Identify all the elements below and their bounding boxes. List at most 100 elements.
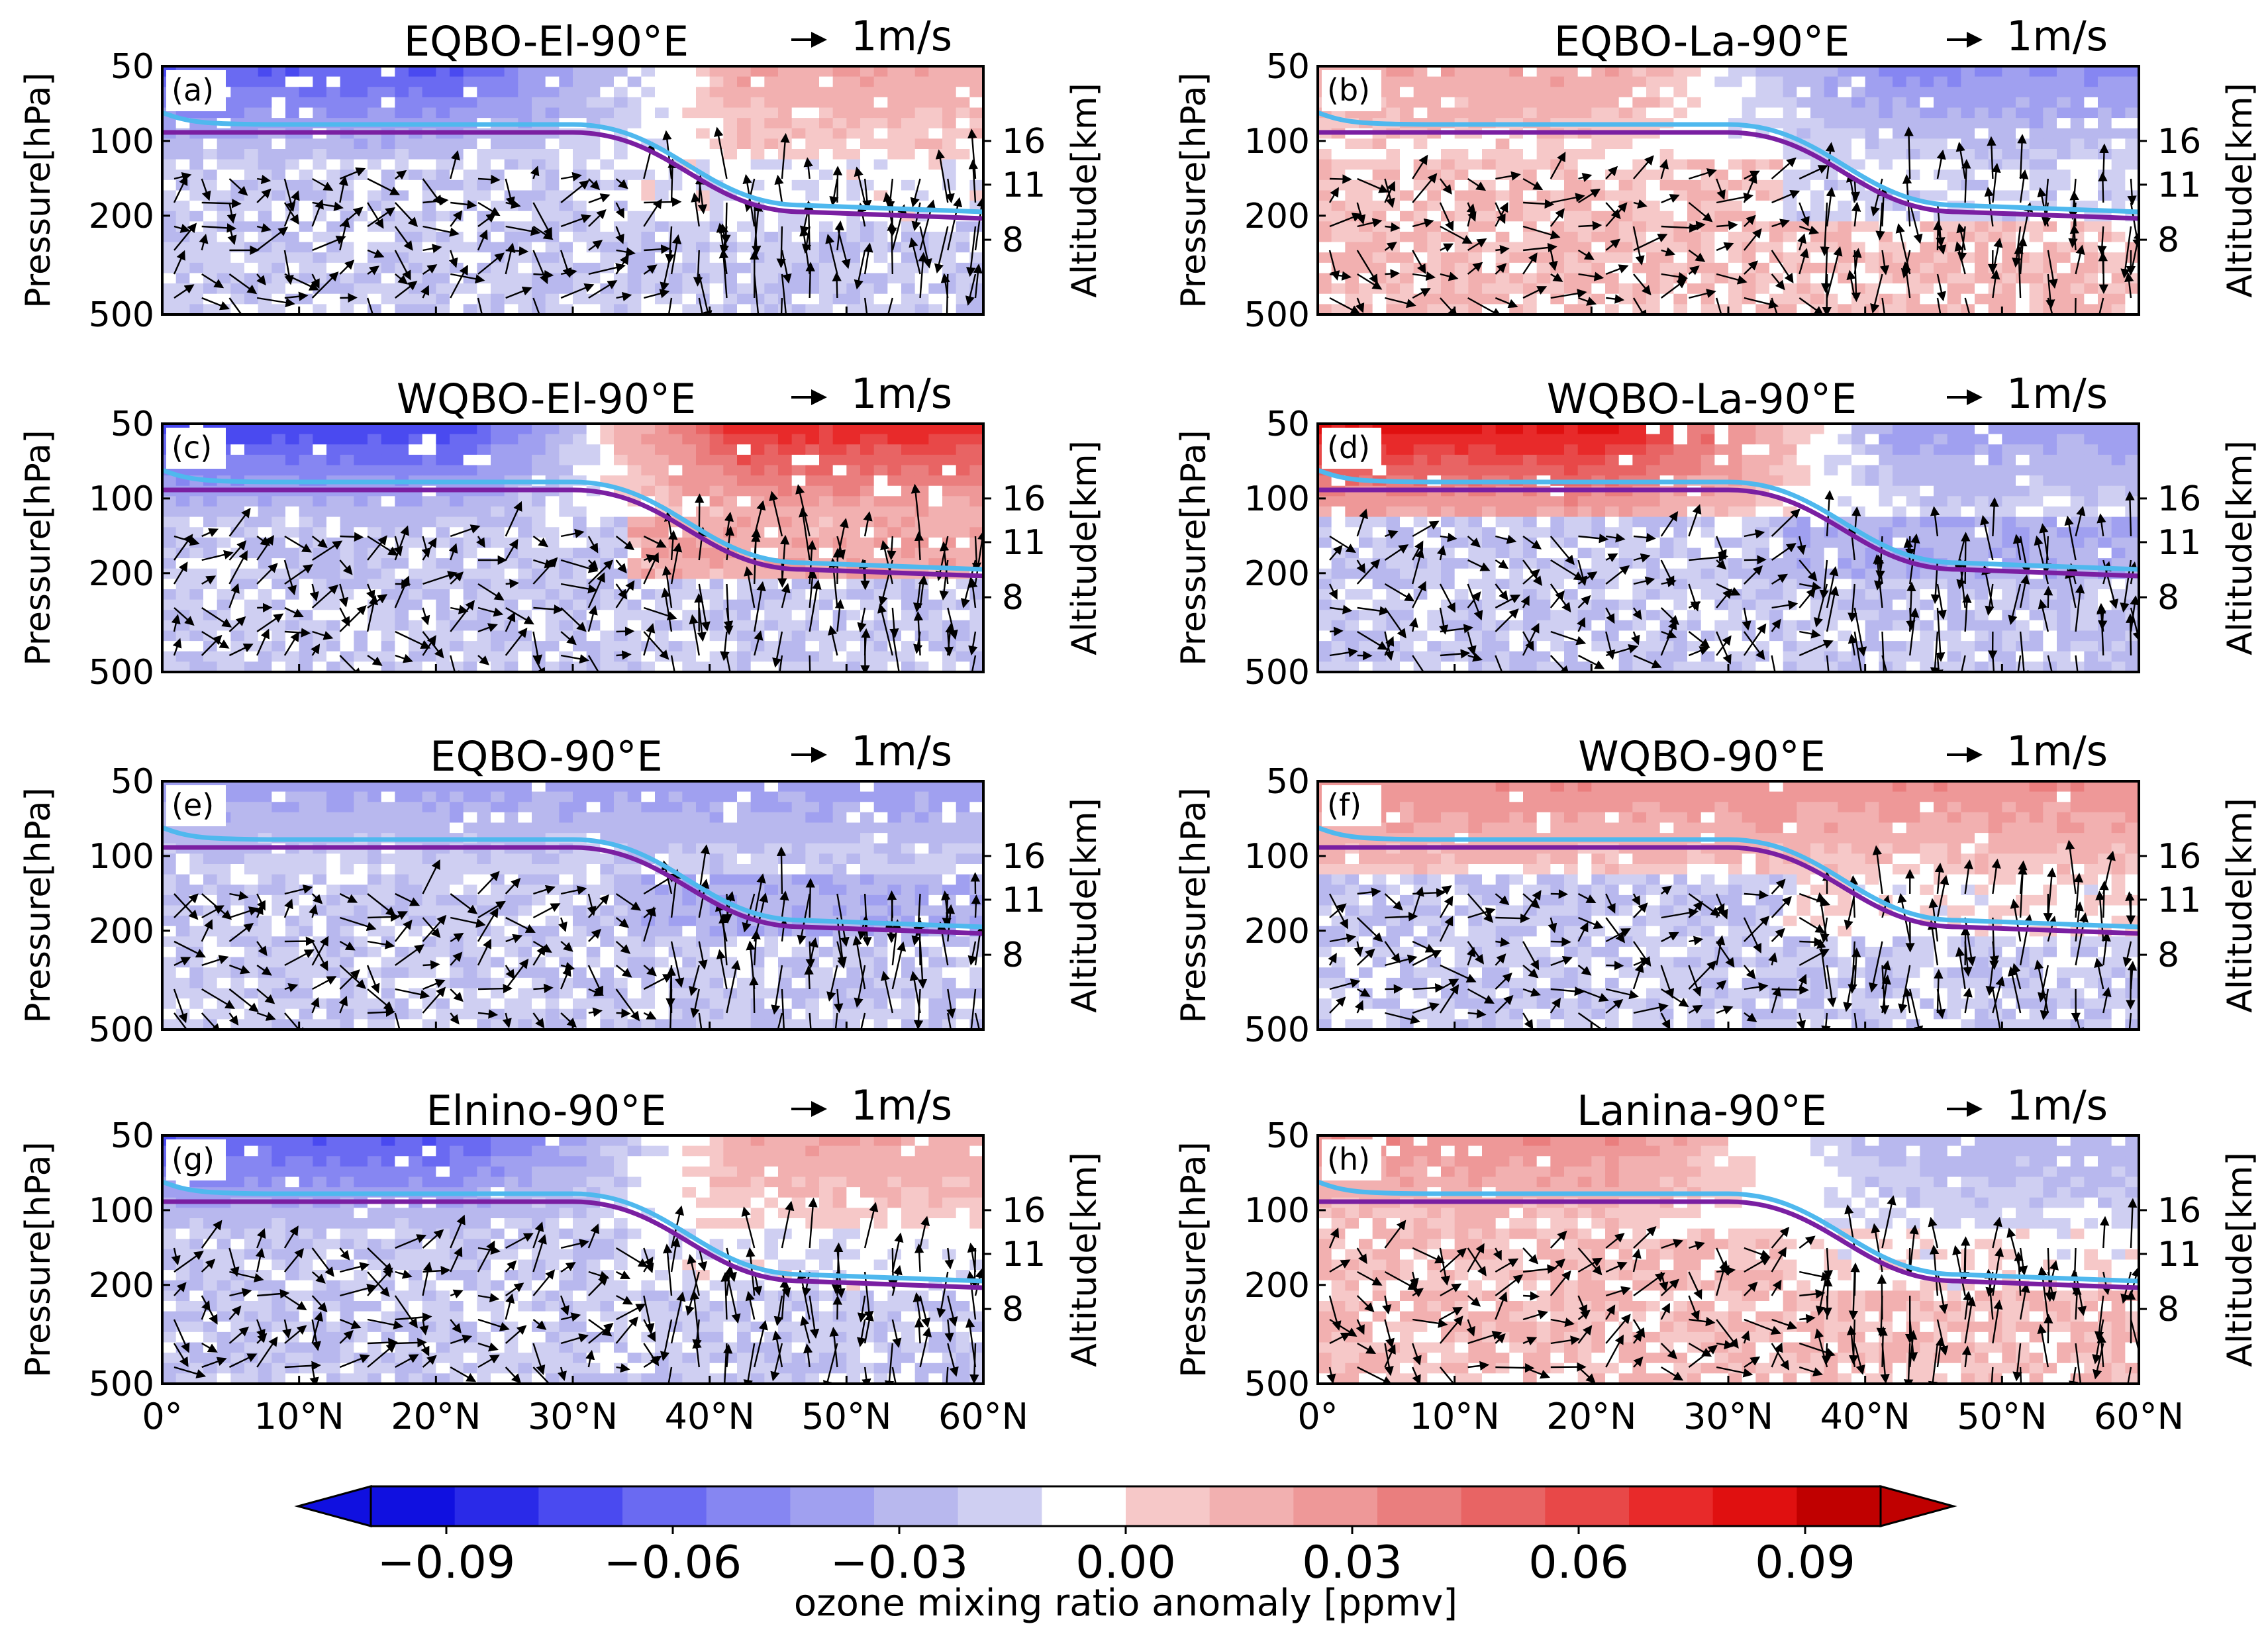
y-axis-right-title: Altitude[km] (1065, 83, 1105, 298)
y-axis-right-title: Altitude[km] (2220, 798, 2260, 1013)
y-tick-label: 50 (1266, 47, 1310, 87)
colorbar-tick-label: 0.09 (1755, 1537, 1855, 1589)
colorbar-segment (1126, 1486, 1210, 1526)
y-tick-label: 200 (1244, 554, 1310, 594)
panel-a: (a) EQBO-El-90°E 1m/s 50 100 200 500 16 11 8 Press… (19, 12, 1105, 335)
y-tick-label: 100 (89, 479, 154, 519)
altitude-tick-label: 8 (2157, 1290, 2179, 1329)
tropopause-blue-line (162, 467, 983, 572)
altitude-tick-label: 8 (1002, 578, 1024, 618)
panel-label: (f) (1327, 787, 1361, 823)
y-tick-label: 100 (1244, 837, 1310, 877)
x-tick-label: 20°N (391, 1396, 481, 1437)
x-tick-label: 0° (1297, 1396, 1338, 1437)
panel-title: WQBO-90°E (1578, 732, 1826, 781)
panel-label: (d) (1327, 430, 1370, 465)
x-tick-label: 50°N (801, 1396, 891, 1437)
colorbar-segment (622, 1486, 707, 1526)
tropopause-blue-line (1318, 467, 2139, 572)
reference-arrow-label: 1m/s (2006, 727, 2108, 775)
panel-f: (f) WQBO-90°E 1m/s 50 100 200 500 16 11 8 Pressure… (1174, 727, 2260, 1050)
wind-vectors (171, 1197, 983, 1384)
y-axis-title: Pressure[hPa] (1174, 430, 1214, 665)
altitude-tick-label: 8 (2157, 220, 2179, 260)
x-tick-label: 40°N (665, 1396, 755, 1437)
y-tick-label: 500 (89, 1010, 154, 1050)
panel-h: (h) Lanina-90°E 1m/s 50 100 200 500 16 11 8 Pressu… (1174, 1081, 2260, 1437)
reference-arrow-label: 1m/s (2006, 12, 2108, 60)
y-tick-label: 500 (89, 295, 154, 335)
colorbar-segment (454, 1486, 539, 1526)
y-tick-label: 500 (89, 653, 154, 693)
tropopause-blue-line (162, 110, 983, 215)
y-axis-title: Pressure[hPa] (1174, 787, 1214, 1023)
y-axis-title: Pressure[hPa] (19, 72, 58, 308)
panel-g: (g) Elnino-90°E 1m/s 50 100 200 500 16 11 8 Pressu… (19, 1081, 1105, 1437)
tropopause-blue-line (162, 1179, 983, 1284)
colorbar-extend-high (1879, 1485, 1957, 1527)
tropopause-purple-line (1318, 1199, 2139, 1290)
altitude-tick-label: 11 (2157, 523, 2201, 563)
panel-label: (e) (172, 787, 214, 823)
y-tick-label: 100 (1244, 1191, 1310, 1231)
y-axis-title: Pressure[hPa] (1174, 72, 1214, 308)
y-tick-label: 100 (89, 1191, 154, 1231)
y-tick-label: 100 (1244, 122, 1310, 162)
panel-label: (c) (172, 430, 212, 465)
y-tick-label: 200 (1244, 1266, 1310, 1306)
wind-vectors (1328, 840, 2138, 1030)
x-tick-label: 60°N (2094, 1396, 2184, 1437)
colorbar-tick-label: −0.09 (377, 1537, 515, 1589)
altitude-tick-label: 8 (1002, 220, 1024, 260)
y-tick-label: 50 (1266, 405, 1310, 444)
tropopause-purple-line (1318, 487, 2139, 579)
tropopause-blue-line (1318, 110, 2139, 215)
y-tick-label: 100 (89, 837, 154, 877)
y-tick-label: 200 (89, 1266, 154, 1306)
y-tick-label: 500 (1244, 1010, 1310, 1050)
tropopause-blue-line (1318, 825, 2139, 930)
y-tick-label: 100 (89, 122, 154, 162)
altitude-tick-label: 11 (2157, 1235, 2201, 1274)
wind-vectors (1328, 490, 2139, 672)
y-axis-title: Pressure[hPa] (19, 430, 58, 665)
panel-label: (b) (1327, 72, 1370, 108)
y-tick-label: 200 (1244, 912, 1310, 951)
colorbar-segment (1293, 1486, 1378, 1526)
colorbar-segment (790, 1486, 875, 1526)
x-tick-label: 10°N (1410, 1396, 1500, 1437)
colorbar-tick-label: −0.06 (604, 1537, 742, 1589)
panel-title: EQBO-90°E (430, 732, 662, 781)
reference-arrow-label: 1m/s (851, 12, 952, 60)
colorbar-segment (874, 1486, 959, 1526)
x-tick-label: 30°N (528, 1396, 618, 1437)
y-tick-label: 200 (1244, 197, 1310, 236)
y-axis-right-title: Altitude[km] (1065, 1152, 1105, 1367)
y-tick-label: 50 (111, 47, 154, 87)
colorbar-tick-label: 0.03 (1302, 1537, 1402, 1589)
altitude-tick-label: 16 (1002, 837, 1046, 877)
altitude-tick-label: 16 (2157, 479, 2201, 519)
colorbar-segment (1629, 1486, 1714, 1526)
colorbar-tick-label: 0.06 (1528, 1537, 1628, 1589)
panel-label: (a) (172, 72, 214, 108)
colorbar-segment (1042, 1486, 1126, 1526)
tropopause-purple-line (162, 1199, 983, 1290)
tropopause-purple-line (1318, 845, 2139, 936)
colorbar-segment (706, 1486, 791, 1526)
altitude-tick-label: 11 (1002, 523, 1046, 563)
panel-title: WQBO-La-90°E (1547, 375, 1857, 423)
altitude-tick-label: 11 (1002, 881, 1046, 920)
y-axis-title: Pressure[hPa] (19, 787, 58, 1023)
altitude-tick-label: 8 (2157, 936, 2179, 975)
altitude-tick-label: 16 (1002, 1191, 1046, 1231)
y-tick-label: 500 (1244, 653, 1310, 693)
panel-title: Elnino-90°E (426, 1086, 667, 1135)
colorbar-segment (1797, 1486, 1881, 1526)
y-tick-label: 50 (1266, 762, 1310, 802)
y-tick-label: 200 (89, 912, 154, 951)
y-tick-label: 500 (1244, 1365, 1310, 1404)
tropopause-blue-line (162, 825, 983, 930)
panel-title: WQBO-El-90°E (397, 375, 696, 423)
